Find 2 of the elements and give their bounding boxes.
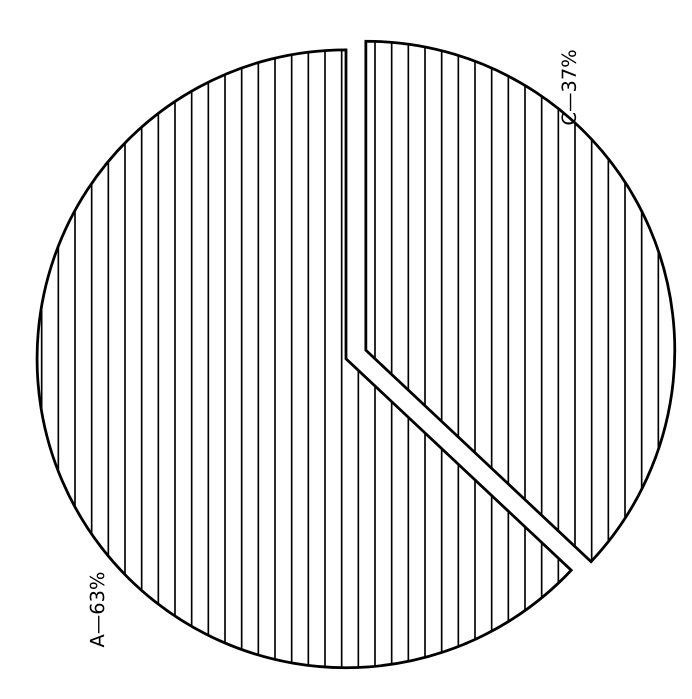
slice-label: A—63% xyxy=(90,572,104,648)
slice-label: C—37% xyxy=(561,50,576,124)
